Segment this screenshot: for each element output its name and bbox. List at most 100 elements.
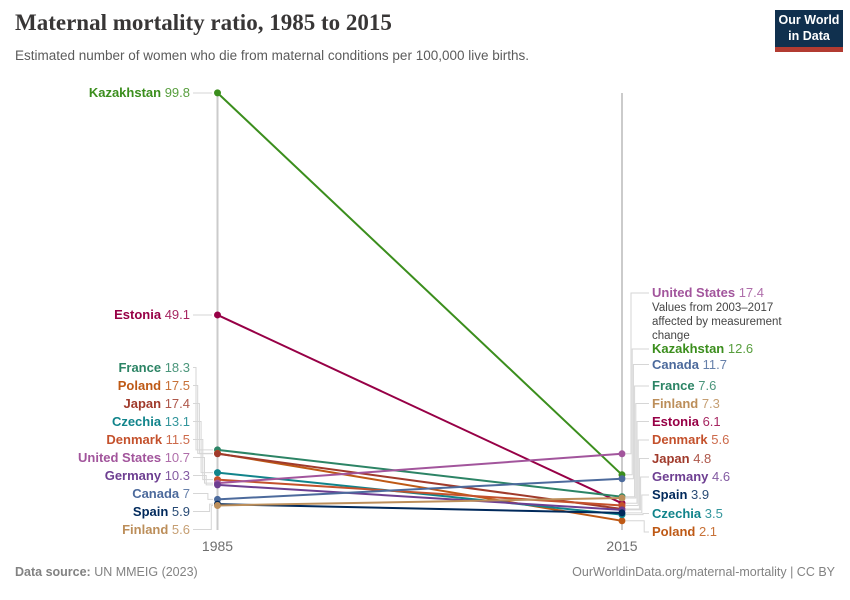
leader-right-france	[626, 385, 649, 498]
country-name: Spain	[652, 487, 688, 502]
country-value: 17.4	[735, 285, 764, 300]
country-label-left-canada[interactable]: Canada 7	[132, 485, 190, 502]
leader-left-finland	[193, 504, 213, 530]
dot-end-canada[interactable]	[618, 475, 626, 483]
country-name: France	[118, 359, 162, 375]
country-label-right-france[interactable]: France 7.6	[652, 377, 716, 394]
country-value: 7.3	[698, 395, 720, 411]
data-source-label: Data source:	[15, 565, 91, 579]
dot-end-finland[interactable]	[618, 494, 626, 502]
country-label-left-spain[interactable]: Spain 5.9	[133, 503, 190, 520]
country-label-left-finland[interactable]: Finland 5.6	[122, 521, 190, 538]
country-name: Poland	[652, 524, 696, 539]
data-source-text: UN MMEIG (2023)	[90, 565, 198, 579]
country-name: Germany	[104, 467, 162, 483]
slope-line-united-states[interactable]	[217, 452, 623, 485]
country-label-right-denmark[interactable]: Denmark 5.6	[652, 431, 729, 448]
country-label-left-estonia[interactable]: Estonia 49.1	[114, 306, 190, 323]
leader-left-denmark	[193, 439, 213, 481]
country-label-left-united-states[interactable]: United States 10.7	[78, 449, 190, 466]
slope-line-spain[interactable]	[217, 503, 623, 514]
country-label-left-france[interactable]: France 18.3	[118, 359, 190, 376]
country-label-right-canada[interactable]: Canada 11.7	[652, 356, 727, 373]
dot-start-estonia[interactable]	[214, 311, 221, 319]
country-value: 11.5	[162, 431, 190, 447]
dot-end-poland[interactable]	[618, 517, 626, 525]
country-label-right-poland[interactable]: Poland 2.1	[652, 523, 717, 540]
country-label-left-germany[interactable]: Germany 10.3	[105, 467, 190, 484]
country-value: 7.6	[694, 378, 717, 393]
dot-end-spain[interactable]	[618, 509, 626, 517]
dot-start-japan[interactable]	[214, 450, 221, 458]
country-value: 17.4	[161, 395, 190, 411]
slope-line-france[interactable]	[217, 448, 623, 498]
country-name: Denmark	[106, 431, 163, 447]
country-label-right-finland[interactable]: Finland 7.3	[652, 395, 720, 412]
country-name: Japan	[123, 395, 162, 411]
slope-line-denmark[interactable]	[217, 478, 623, 507]
country-label-left-denmark[interactable]: Denmark 11.5	[106, 431, 190, 448]
dot-start-germany[interactable]	[214, 481, 221, 489]
country-name: Germany	[652, 469, 709, 484]
country-value: 4.6	[708, 469, 731, 484]
country-name: Canada	[132, 485, 180, 501]
page-title: Maternal mortality ratio, 1985 to 2015	[15, 10, 392, 35]
leader-right-spain	[626, 494, 649, 514]
leader-right-poland	[626, 520, 649, 533]
country-label-right-kazakhstan[interactable]: Kazakhstan 12.6	[652, 340, 753, 357]
slope-line-czechia[interactable]	[217, 471, 623, 516]
country-value: 5.6	[168, 521, 190, 537]
slope-line-finland[interactable]	[217, 497, 623, 507]
leader-right-united-states	[626, 292, 649, 455]
country-name: Kazakhstan	[88, 85, 162, 100]
leader-right-kazakhstan	[626, 348, 649, 476]
country-label-right-germany[interactable]: Germany 4.6	[652, 468, 730, 485]
country-label-left-poland[interactable]: Poland 17.5	[118, 377, 190, 394]
country-value: 5.6	[707, 432, 730, 447]
slope-line-canada[interactable]	[217, 477, 623, 501]
country-label-left-czechia[interactable]: Czechia 13.1	[112, 413, 190, 430]
country-label-right-spain[interactable]: Spain 3.9	[652, 486, 709, 503]
country-name: United States	[652, 285, 736, 300]
country-label-left-japan[interactable]: Japan 17.4	[124, 395, 191, 412]
country-label-right-united-states[interactable]: United States 17.4	[652, 284, 764, 301]
country-label-right-japan[interactable]: Japan 4.8	[652, 450, 711, 467]
footer-link[interactable]: OurWorldinData.org/maternal-mortality | …	[572, 565, 835, 579]
owid-logo[interactable]: Our World in Data	[775, 10, 843, 52]
leader-right-czechia	[626, 513, 649, 516]
country-value: 18.3	[161, 359, 190, 375]
owid-logo-line1: Our World	[778, 12, 840, 27]
country-label-right-estonia[interactable]: Estonia 6.1	[652, 413, 721, 430]
country-value: 4.8	[689, 450, 712, 466]
country-label-right-czechia[interactable]: Czechia 3.5	[652, 505, 723, 522]
dot-end-united-states[interactable]	[618, 450, 626, 458]
country-value: 5.9	[168, 503, 190, 519]
country-name: Canada	[652, 356, 699, 372]
slope-line-poland[interactable]	[217, 452, 623, 522]
x-tick-1985: 1985	[201, 538, 234, 554]
leader-right-finland	[626, 403, 649, 499]
dot-start-czechia[interactable]	[214, 469, 221, 477]
country-name: Estonia	[114, 307, 162, 322]
slope-line-kazakhstan[interactable]	[216, 92, 623, 476]
slope-line-germany[interactable]	[217, 483, 623, 511]
country-name: France	[652, 378, 695, 393]
slope-line-estonia[interactable]	[217, 314, 623, 505]
country-name: Finland	[652, 395, 699, 411]
leader-left-czechia	[193, 421, 213, 474]
dot-start-canada[interactable]	[214, 495, 221, 503]
country-name: Denmark	[652, 432, 708, 447]
country-value: 2.1	[695, 524, 718, 539]
dot-start-finland[interactable]	[214, 501, 221, 509]
dot-start-kazakhstan[interactable]	[214, 89, 221, 97]
country-value: 6.1	[698, 413, 721, 429]
country-value: 3.5	[701, 505, 723, 521]
chart-subtitle: Estimated number of women who die from m…	[15, 48, 530, 63]
leader-right-estonia	[626, 421, 649, 504]
country-label-left-kazakhstan[interactable]: Kazakhstan 99.8	[89, 84, 190, 101]
leader-left-canada	[193, 493, 213, 500]
country-name: Kazakhstan	[652, 341, 725, 356]
country-name: United States	[78, 449, 162, 465]
